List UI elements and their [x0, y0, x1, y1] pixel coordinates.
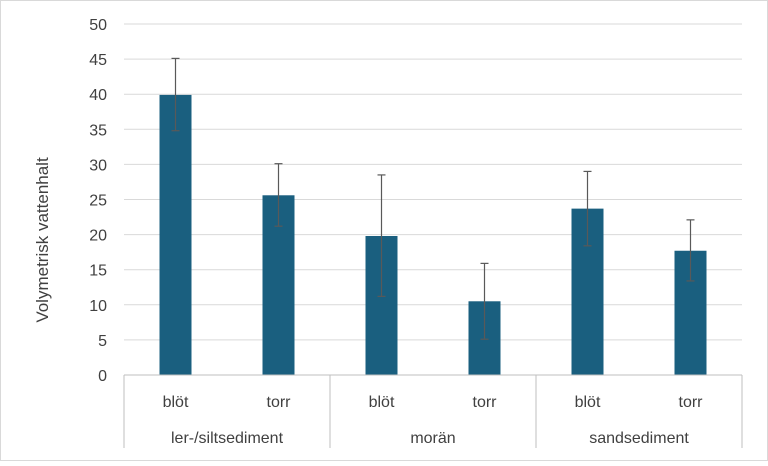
x-group-labels: ler-/siltsediment morän sandsediment [171, 430, 689, 447]
gridlines [124, 23, 742, 341]
error-bar [171, 57, 180, 132]
y-tick-labels: 0 5 10 15 20 25 30 35 40 45 50 [89, 17, 107, 385]
y-tick-label: 45 [89, 52, 107, 69]
x-category-label: blöt [163, 394, 189, 411]
error-bar [583, 170, 592, 247]
y-tick-label: 30 [89, 157, 107, 174]
x-category-label: blöt [369, 394, 395, 411]
y-tick-label: 5 [98, 333, 107, 350]
x-category-label: torr [473, 394, 498, 411]
x-axis [123, 374, 743, 448]
error-bars [171, 57, 695, 340]
error-bar [377, 174, 386, 297]
x-category-label: torr [679, 394, 704, 411]
y-tick-label: 15 [89, 263, 107, 280]
bar [159, 94, 192, 375]
error-bar [686, 219, 695, 282]
error-bar [480, 262, 489, 340]
x-group-label: ler-/siltsediment [171, 430, 284, 447]
y-tick-label: 20 [89, 228, 107, 245]
x-group-label: sandsediment [589, 430, 689, 447]
x-category-label: blöt [575, 394, 601, 411]
x-category-labels: blöt torr blöt torr blöt torr [163, 394, 704, 411]
y-tick-label: 40 [89, 87, 107, 104]
y-tick-label: 50 [89, 17, 107, 34]
error-bar [274, 163, 283, 227]
y-tick-label: 25 [89, 193, 107, 210]
y-tick-label: 35 [89, 122, 107, 139]
y-tick-label: 10 [89, 298, 107, 315]
y-axis-label: Volymetrisk vattenhalt [33, 157, 52, 323]
x-group-label: morän [410, 430, 455, 447]
y-tick-label: 0 [98, 368, 107, 385]
x-category-label: torr [267, 394, 292, 411]
